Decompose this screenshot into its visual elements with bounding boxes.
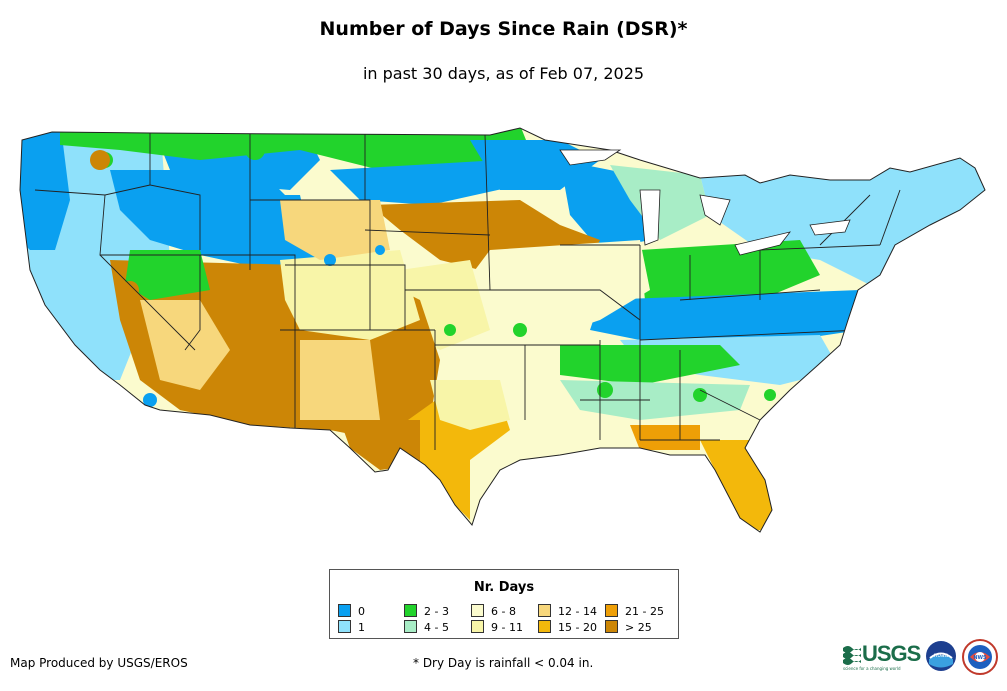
legend-swatch: [538, 620, 551, 633]
us-dsr-map: [19, 127, 986, 533]
legend-item-2-3: 2 - 3: [404, 604, 449, 618]
nws-logo: NWS: [962, 639, 998, 675]
legend-swatch: [338, 620, 351, 633]
legend-swatch: [338, 604, 351, 617]
usgs-wordmark: USGS: [862, 641, 921, 666]
usgs-wave-icon: [843, 646, 861, 665]
usgs-logo: USGS science for a changing world: [843, 641, 921, 672]
legend-item-0: 0: [338, 604, 365, 618]
usgs-tagline: science for a changing world: [843, 666, 901, 671]
legend-item-4-5: 4 - 5: [404, 620, 449, 634]
legend-item-1: 1: [338, 620, 365, 634]
legend-swatch: [404, 604, 417, 617]
legend-item-12-14: 12 - 14: [538, 604, 597, 618]
legend-item-gt-25: > 25: [605, 620, 652, 634]
producer-credit: Map Produced by USGS/EROS: [10, 656, 188, 670]
legend-swatch: [471, 604, 484, 617]
legend: Nr. Days 0 1 2 - 3 4 - 5 6 - 8 9 - 11 12…: [329, 569, 679, 639]
legend-swatch: [538, 604, 551, 617]
map-title: Number of Days Since Rain (DSR)*: [319, 18, 688, 40]
legend-swatch: [404, 620, 417, 633]
legend-item-15-20: 15 - 20: [538, 620, 597, 634]
legend-swatch: [605, 620, 618, 633]
legend-item-6-8: 6 - 8: [471, 604, 516, 618]
svg-text:noaa: noaa: [934, 652, 949, 659]
noaa-logo: noaa: [926, 641, 956, 671]
legend-swatch: [605, 604, 618, 617]
footnote: * Dry Day is rainfall < 0.04 in.: [413, 656, 594, 670]
legend-item-21-25: 21 - 25: [605, 604, 664, 618]
map-subtitle: in past 30 days, as of Feb 07, 2025: [362, 64, 645, 83]
legend-item-9-11: 9 - 11: [471, 620, 523, 634]
legend-title: Nr. Days: [473, 580, 535, 595]
svg-text:NWS: NWS: [973, 655, 987, 661]
legend-swatch: [471, 620, 484, 633]
